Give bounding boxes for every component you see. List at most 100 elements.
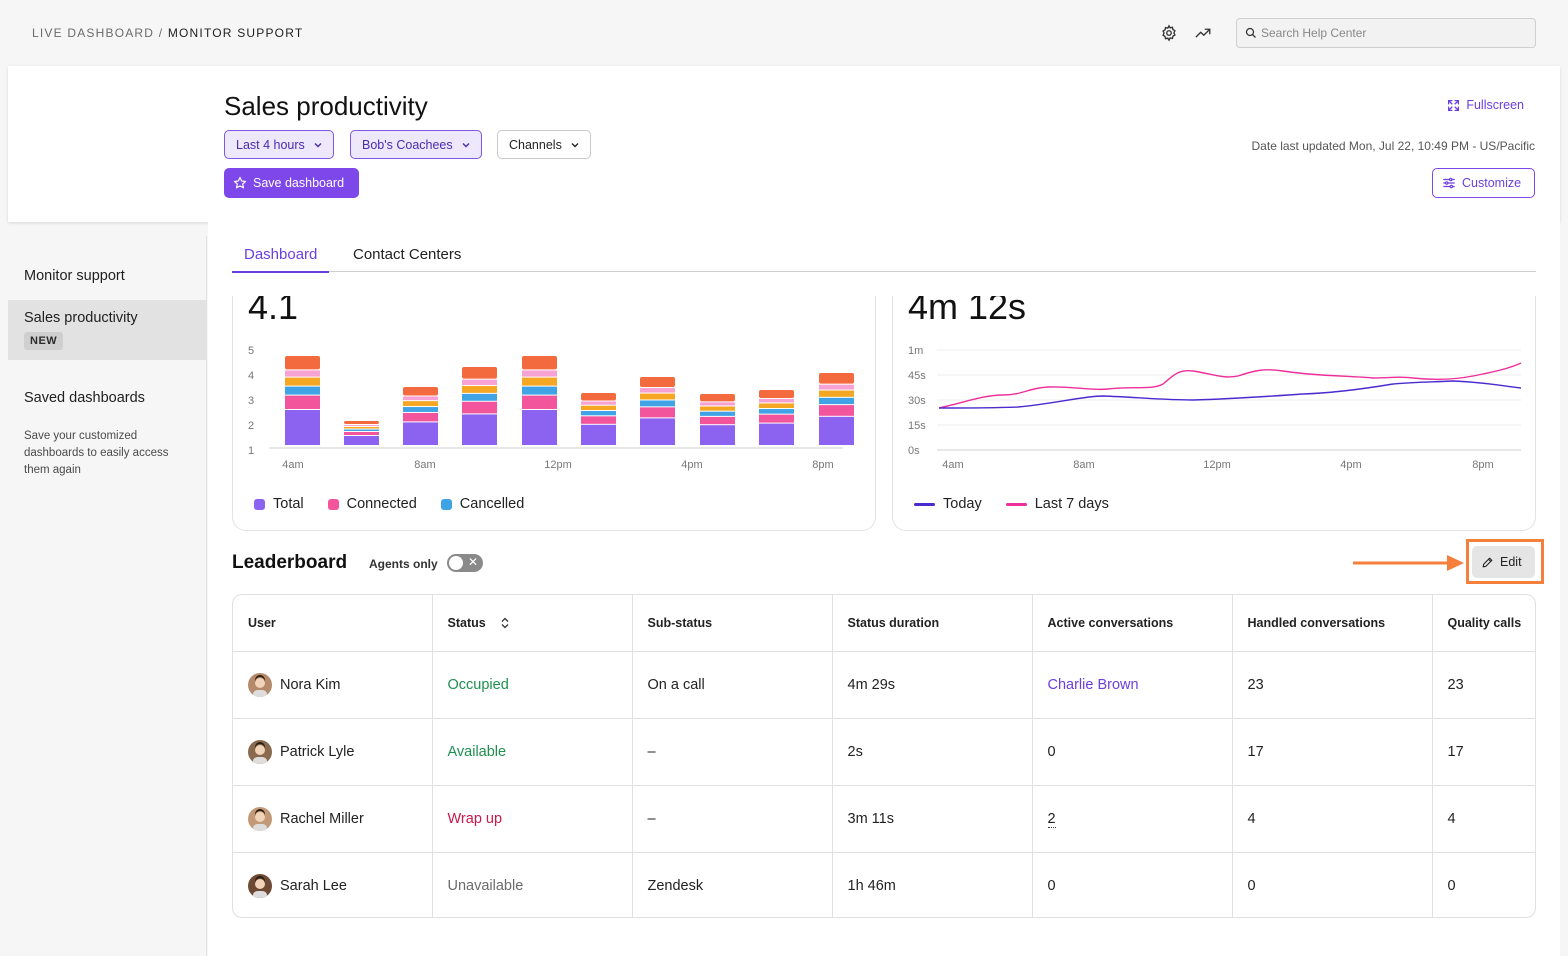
active-conversations-value[interactable]: Charlie Brown	[1047, 676, 1139, 693]
bar-segment	[285, 377, 320, 386]
filter-channels[interactable]: Channels	[497, 130, 591, 159]
cell-active-conversations[interactable]: Charlie Brown	[1032, 651, 1233, 719]
bar-segment	[819, 405, 854, 416]
chevron-down-icon	[571, 142, 579, 147]
y-tick-label: 0s	[908, 445, 920, 457]
bar-segment	[581, 401, 616, 405]
bar-segment	[403, 396, 438, 401]
column-header-status[interactable]: Status	[432, 595, 633, 652]
series-line-last-7-days	[938, 362, 1522, 409]
cell-user: Patrick Lyle	[233, 718, 433, 786]
y-tick-label: 15s	[908, 420, 926, 432]
x-tick-label: 4pm	[1340, 459, 1361, 471]
legend-item-today: Today	[914, 496, 982, 512]
breadcrumb: LIVE DASHBOARD / MONITOR SUPPORT	[32, 26, 303, 40]
bar-segment	[819, 390, 854, 397]
cell-active-conversations[interactable]: 2	[1032, 785, 1233, 853]
trending-up-icon[interactable]	[1192, 22, 1214, 44]
bar-segment	[403, 401, 438, 407]
legend-label: Today	[943, 496, 982, 512]
tab-contact-centers[interactable]: Contact Centers	[353, 246, 462, 263]
y-tick-label: 30s	[908, 395, 926, 407]
sidebar-item-monitor-support[interactable]: Monitor support	[24, 268, 125, 284]
y-tick-label: 45s	[908, 370, 926, 382]
x-tick-label: 8pm	[1472, 459, 1493, 471]
cell-handled-conversations: 17	[1232, 718, 1433, 786]
legend-label: Cancelled	[459, 496, 525, 512]
cell-handled-conversations: 23	[1232, 651, 1433, 719]
legend-item-connected: Connected	[327, 496, 417, 512]
filter-coachees[interactable]: Bob's Coachees	[350, 130, 482, 159]
cell-handled-conversations: 4	[1232, 785, 1433, 853]
main-content: Dashboard Contact Centers 4.1 5 4 3 2 1 4am 8a…	[208, 222, 1560, 956]
user-name[interactable]: Patrick Lyle	[280, 743, 355, 760]
leaderboard-table: User Status Sub-status Status duration A…	[232, 594, 1536, 918]
sort-icon[interactable]	[500, 617, 510, 629]
cell-status-duration: 2s	[832, 718, 1033, 786]
cell-user: Rachel Miller	[233, 785, 433, 853]
filter-time-range[interactable]: Last 4 hours	[224, 130, 334, 159]
user-name[interactable]: Rachel Miller	[280, 810, 364, 827]
bar-segment	[700, 425, 735, 445]
chevron-down-icon	[314, 142, 322, 147]
bar-segment	[581, 416, 616, 424]
x-tick-label: 4pm	[681, 459, 702, 471]
breadcrumb-root[interactable]: LIVE DASHBOARD	[32, 26, 155, 40]
bar-segment	[285, 395, 320, 409]
bar-segment	[522, 356, 557, 370]
legend-swatch	[440, 498, 452, 510]
x-tick-label: 12pm	[544, 459, 572, 471]
fullscreen-button[interactable]: Fullscreen	[1447, 98, 1524, 112]
column-header-handled-conversations: Handled conversations	[1232, 595, 1433, 652]
x-tick-label: 4am	[942, 459, 963, 471]
bar-segment	[640, 407, 675, 418]
bar-segment	[344, 427, 379, 429]
sidebar-item-label: Sales productivity	[24, 310, 138, 326]
x-tick-label: 12pm	[1203, 459, 1231, 471]
edit-button[interactable]: Edit	[1472, 546, 1535, 578]
bar-segment	[759, 423, 794, 445]
column-header-status-duration: Status duration	[832, 595, 1033, 652]
bar-segment	[700, 406, 735, 411]
x-tick-label: 8pm	[812, 459, 833, 471]
sliders-icon	[1443, 177, 1455, 189]
y-tick-label: 1m	[908, 345, 923, 357]
bar-segment	[522, 410, 557, 445]
legend-swatch	[1005, 502, 1027, 506]
active-conversations-value[interactable]: 2	[1047, 810, 1056, 828]
y-tick-label: 3	[248, 395, 254, 407]
bar-segment	[640, 393, 675, 400]
metric-value: 4.1	[248, 296, 299, 327]
bar-segment	[819, 397, 854, 405]
agents-only-toggle[interactable]: ✕	[447, 554, 483, 572]
fullscreen-label: Fullscreen	[1466, 98, 1524, 112]
chevron-down-icon	[462, 142, 470, 147]
legend-label: Total	[273, 496, 304, 512]
sidebar-item-sales-productivity[interactable]: Sales productivity NEW	[8, 300, 207, 360]
bar-segment	[462, 393, 497, 401]
user-name[interactable]: Nora Kim	[280, 676, 341, 693]
user-name[interactable]: Sarah Lee	[280, 877, 347, 894]
bar-chart-card: 4.1 5 4 3 2 1 4am 8am 12pm 4pm 8pm Total Connecte…	[232, 296, 876, 531]
save-dashboard-button[interactable]: Save dashboard	[224, 168, 359, 198]
bar-segment	[285, 386, 320, 395]
customize-button[interactable]: Customize	[1432, 168, 1535, 198]
legend-swatch	[254, 498, 265, 510]
bar-chart: 5 4 3 2 1 4am 8am 12pm 4pm 8pm	[248, 345, 854, 471]
line-chart: 1m 45s 30s 15s 0s 4am 8am 12pm 4pm 8pm	[908, 345, 1522, 471]
search-input[interactable]	[1261, 26, 1521, 40]
legend-label: Last 7 days	[1034, 496, 1109, 512]
column-header-label: Status	[447, 615, 486, 630]
gear-icon[interactable]	[1158, 22, 1180, 44]
bar-segment	[403, 422, 438, 445]
bar-segment	[522, 370, 557, 377]
saved-dashboards-heading: Saved dashboards	[24, 390, 145, 406]
edit-highlight-box	[1466, 539, 1544, 584]
saved-dashboards-description: Save your customized dashboards to easil…	[24, 430, 169, 476]
bar-segment	[759, 403, 794, 409]
tab-dashboard[interactable]: Dashboard	[232, 246, 330, 273]
search-box[interactable]	[1236, 18, 1536, 48]
table-row: Patrick Lyle Available –2s 0 17 17	[233, 718, 1535, 786]
breadcrumb-separator: /	[158, 26, 164, 40]
bar-segment	[462, 414, 497, 445]
